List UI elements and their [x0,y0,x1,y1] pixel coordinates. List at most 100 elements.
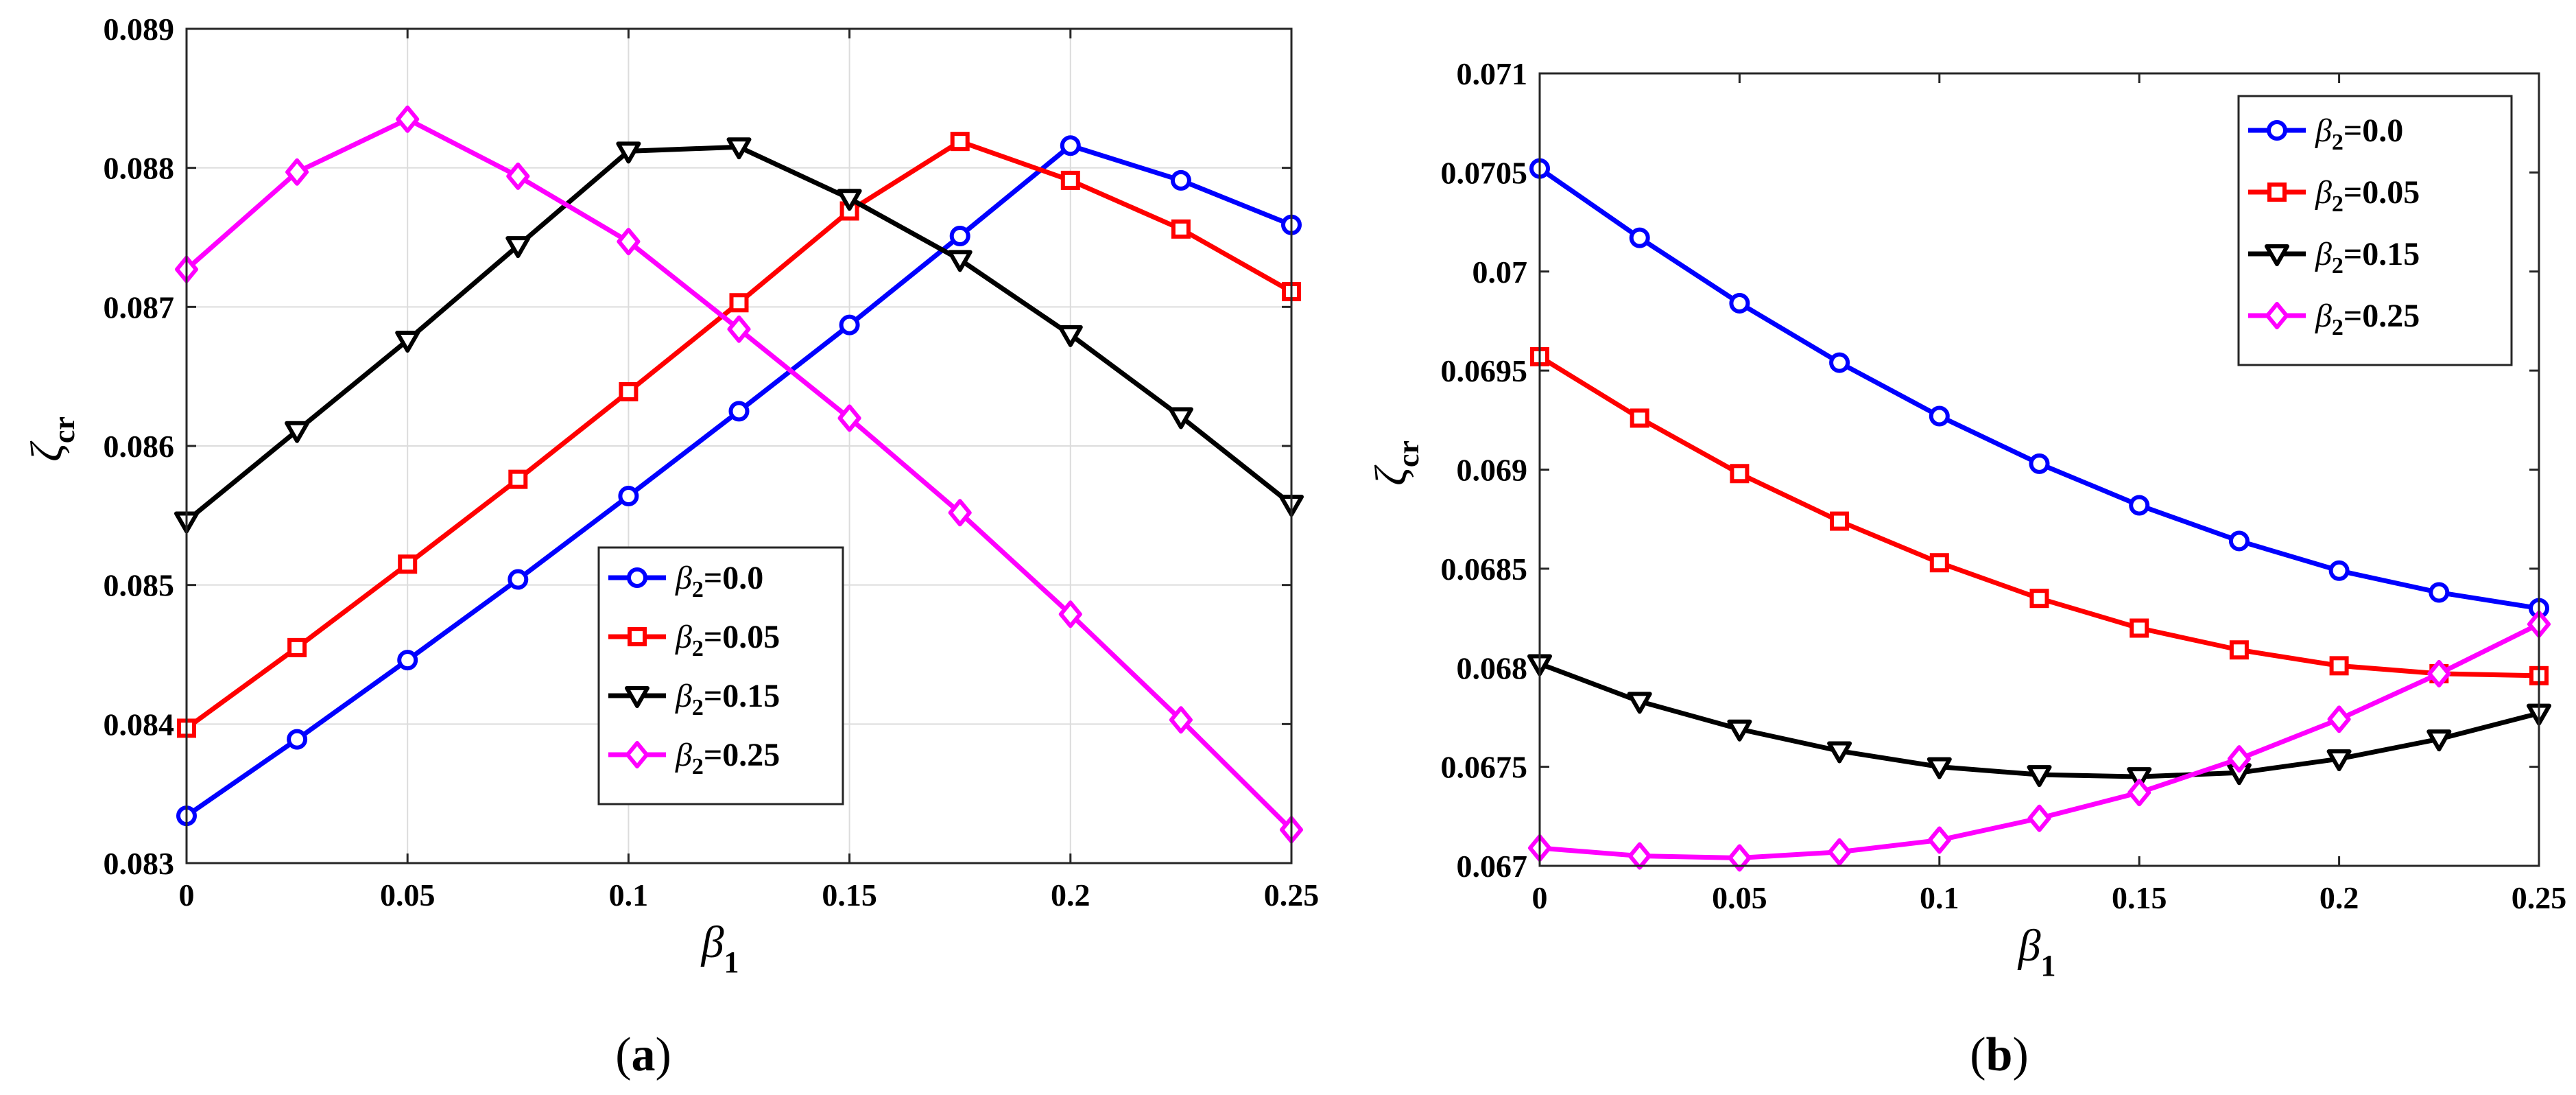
legend-marker [2267,120,2287,141]
data-point [2328,560,2350,581]
x-tick-label: 0.15 [2112,880,2167,915]
panel-caption: (b) [1970,1028,2029,1081]
x-tick-label: 0.15 [822,878,877,912]
data-point [1929,405,1950,427]
ticks: 0 0.05 0.1 0.15 0.2 0.25 0.067 0.0675 0.068 0.068… [1441,56,2567,915]
legend-marker [625,741,649,768]
legend-label-value: =0.25 [2344,298,2420,334]
legend-label-symbol: β [675,678,692,714]
axes-box [185,27,1293,864]
y-axis-label: ζcr [1366,440,1425,486]
legend-label-value: =0.15 [2344,236,2420,272]
legend-label-symbol: β [675,737,692,773]
x-tick-label: 0.1 [1920,880,1959,915]
data-point [2426,729,2452,752]
data-point [948,499,972,527]
data-point [1727,719,1752,742]
legend-label-symbol: β [2315,236,2332,272]
data-point [395,330,420,353]
data-point [950,132,970,152]
data-point [2327,705,2351,733]
legend-entry-2: β2=0.05 [608,619,780,661]
y-axis-subscript: cr [47,416,81,443]
legend-label-value: =0.0 [704,560,763,596]
legend-label: β2=0.05 [2315,174,2420,217]
data-point [2127,779,2151,807]
y-tick-label: 0.083 [104,846,175,881]
x-tick-label: 0.05 [380,878,436,912]
data-point [1168,407,1193,429]
data-point [2227,745,2251,773]
data-point [2326,749,2352,772]
data-point [726,137,752,160]
data-point [837,189,862,211]
data-point [1058,325,1083,347]
legend-entry-3: β2=0.15 [2248,236,2420,279]
legend-entry-1: β2=0.0 [2248,113,2403,155]
legend-label-subscript: 2 [2332,253,2344,279]
data-point [1828,838,1852,866]
data-point [2329,656,2349,676]
data-point [2129,495,2150,516]
legend-marker [2265,302,2289,329]
x-axis-label: β1 [2017,921,2056,982]
legend-entry-1: β2=0.0 [608,560,763,602]
axes-box [1538,72,2540,867]
data-point [1829,352,1850,373]
x-axis-label: β1 [700,917,739,979]
x-axis-subscript: 1 [724,945,739,979]
caption-open: ( [615,1028,631,1081]
data-point [285,158,309,186]
data-point [508,469,528,489]
data-point [396,105,420,133]
data-point [2027,765,2052,788]
series-2 [177,132,1301,738]
legend-label: β2=0.15 [2315,236,2420,279]
data-point [728,401,750,422]
y-tick-label: 0.085 [104,568,175,603]
legend-marker [2267,182,2287,202]
series-4 [1528,610,2551,872]
data-point [397,650,418,671]
data-point [1060,170,1080,190]
legend-label: β2=0.05 [675,619,780,661]
y-tick-label: 0.088 [104,151,175,186]
y-tick-label: 0.084 [104,707,175,742]
data-point [2029,453,2050,474]
legend-label-value: =0.15 [704,678,780,714]
data-point [1929,553,1949,573]
legend-label: β2=0.25 [2315,298,2420,340]
legend-entry-4: β2=0.25 [608,737,780,779]
chart-panel-b: 0 0.05 0.1 0.15 0.2 0.25 0.067 0.0675 0.068 0.068… [1366,56,2566,1081]
legend-label-subscript: 2 [692,754,704,779]
legend-label: β2=0.0 [675,560,763,602]
data-point [2027,804,2051,832]
data-point [1927,826,1951,854]
data-point [1728,844,1752,872]
legend-entry-4: β2=0.25 [2248,298,2420,340]
data-point [398,554,418,574]
data-point [285,421,310,443]
y-tick-label: 0.0685 [1441,552,1528,587]
y-tick-label: 0.07 [1472,255,1528,290]
data-point [2429,582,2450,603]
legend-label-subscript: 2 [2332,191,2344,217]
data-point [1827,741,1852,764]
chart-panel-a: 0 0.05 0.1 0.15 0.2 0.25 0.083 0.084 0.085 0.086 0… [22,12,1319,1081]
legend-label-subscript: 2 [692,695,704,720]
data-point [837,404,861,432]
data-point [1630,408,1649,428]
y-tick-label: 0.069 [1457,453,1528,488]
data-point [839,314,860,335]
legend-label: β2=0.15 [675,678,780,720]
y-tick-label: 0.089 [104,12,175,47]
ticks: 0 0.05 0.1 0.15 0.2 0.25 0.083 0.084 0.085 0.086 0… [104,12,1320,912]
legend-label-subscript: 2 [692,636,704,661]
y-tick-label: 0.071 [1457,56,1528,91]
y-tick-label: 0.068 [1457,650,1528,685]
data-point [1170,169,1191,191]
legend-label: β2=0.25 [675,737,780,779]
